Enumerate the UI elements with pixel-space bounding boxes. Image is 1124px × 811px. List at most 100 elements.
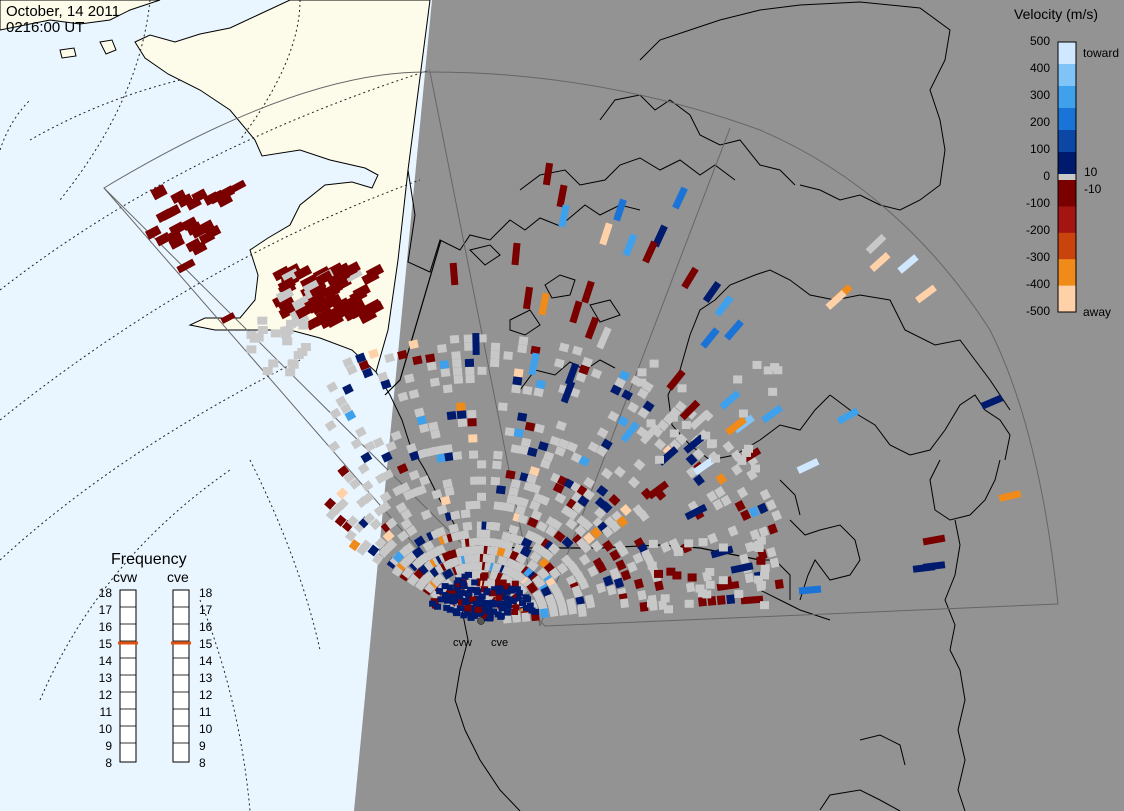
- scatter-cell: [581, 518, 594, 531]
- scatter-cell: [502, 586, 510, 593]
- freq-left-11: 11: [100, 705, 113, 719]
- scatter-cell: [465, 366, 475, 376]
- scatter-cell: [998, 490, 1022, 502]
- scatter-cell: [558, 438, 570, 450]
- scatter-cell: [897, 254, 919, 274]
- scatter-cell: [685, 453, 698, 466]
- scatter-cell: [600, 501, 613, 514]
- scatter-cell: [453, 597, 461, 604]
- scatter-cell: [757, 502, 769, 515]
- scatter-cell: [293, 264, 313, 281]
- scatter-cell: [534, 423, 545, 434]
- scatter-cell: [336, 487, 349, 500]
- scatter-cell: [633, 458, 646, 471]
- scatter-cell: [526, 559, 539, 572]
- scatter-cell: [380, 379, 392, 390]
- scatter-cell: [220, 312, 236, 324]
- scatter-cell: [494, 584, 502, 591]
- scatter-cell: [455, 580, 463, 587]
- colorbar-swatch: [1058, 108, 1076, 131]
- scatter-cell: [505, 469, 516, 480]
- scatter-cell: [358, 360, 370, 371]
- scatter-cell: [488, 608, 496, 615]
- scatter-cell: [355, 352, 367, 364]
- scatter-cell: [437, 596, 445, 603]
- scatter-cell: [298, 321, 309, 330]
- scatter-cell: [191, 188, 208, 203]
- scatter-cell: [698, 596, 707, 607]
- scatter-cell: [324, 497, 337, 510]
- scatter-cell: [599, 222, 613, 246]
- scatter-cell: [326, 381, 339, 393]
- scatter-cell: [418, 423, 430, 434]
- scatter-cell: [451, 351, 461, 360]
- scatter-cell: [463, 610, 471, 617]
- frequency-panel: Frequency cvw cve 18 17 16 15 14 13 12 1…: [99, 551, 213, 770]
- scatter-cell: [223, 179, 247, 197]
- colorbar-tick-neg10: -10: [1084, 182, 1102, 196]
- scatter-cell: [282, 337, 293, 346]
- scatter-cell: [416, 415, 428, 426]
- scatter-cell: [724, 319, 744, 341]
- scatter-cell: [462, 521, 473, 531]
- scatter-cell: [471, 579, 479, 586]
- scatter-cell: [615, 559, 627, 571]
- frequency-bar: [119, 589, 137, 763]
- scatter-cell: [657, 419, 670, 432]
- scatter-cell: [547, 543, 561, 555]
- scatter-cell: [477, 476, 487, 485]
- scatter-cell: [726, 594, 736, 605]
- scatter-cell: [595, 561, 607, 574]
- scatter-cell: [457, 563, 469, 574]
- scatter-cell: [336, 498, 349, 511]
- scatter-cell: [769, 557, 780, 569]
- scatter-cell: [385, 440, 397, 452]
- scatter-cell: [449, 334, 460, 344]
- scatter-cell: [683, 434, 705, 454]
- scatter-cell: [453, 610, 461, 617]
- scatter-cell: [668, 413, 678, 422]
- scatter-cell: [406, 443, 418, 454]
- scatter-cell: [519, 546, 532, 558]
- scatter-cell: [754, 575, 764, 584]
- scatter-cell: [666, 369, 686, 391]
- scatter-cell: [382, 530, 395, 543]
- freq-right-13: 13: [199, 671, 213, 685]
- scatter-cell: [499, 579, 507, 586]
- scatter-cell: [417, 448, 429, 459]
- colorbar-swatch: [1058, 206, 1076, 234]
- scatter-cell: [462, 599, 470, 606]
- scatter-cell: [348, 539, 361, 552]
- scatter-cell: [508, 486, 519, 497]
- scatter-cell: [693, 474, 705, 487]
- scatter-cell: [515, 589, 523, 596]
- scatter-cell: [362, 492, 375, 504]
- scatter-cell: [457, 599, 465, 606]
- scatter-cell: [541, 549, 554, 562]
- scatter-cell: [402, 542, 415, 555]
- scatter-cell: [570, 452, 583, 464]
- scatter-cell: [608, 494, 621, 507]
- scatter-cell: [740, 595, 764, 605]
- scatter-cell: [711, 454, 721, 463]
- scatter-cell: [352, 283, 371, 300]
- scatter-cell: [430, 429, 441, 440]
- freq-right-12: 12: [199, 688, 213, 702]
- scatter-cell: [619, 598, 630, 609]
- freq-left-17: 17: [99, 603, 113, 617]
- scatter-cell: [719, 390, 741, 410]
- scatter-cell: [700, 327, 720, 349]
- scatter-cell: [648, 539, 658, 548]
- scatter-cell: [533, 533, 545, 546]
- scatter-cell: [692, 456, 716, 476]
- freq-left-9: 9: [105, 739, 112, 753]
- scatter-cell: [469, 596, 477, 603]
- scatter-cell: [397, 391, 409, 402]
- scatter-cell: [865, 233, 887, 255]
- scatter-cell: [408, 389, 420, 400]
- scatter-cell: [679, 399, 701, 421]
- scatter-cell: [508, 524, 520, 535]
- scatter-cell: [571, 345, 583, 356]
- scatter-cell: [436, 453, 447, 463]
- colorbar-tick-neg200: -200: [1026, 223, 1050, 237]
